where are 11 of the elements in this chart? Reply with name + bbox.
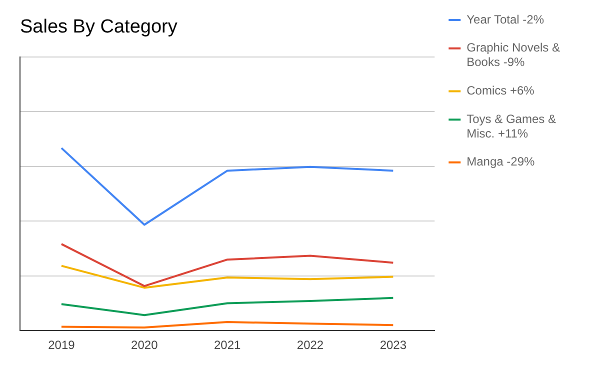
legend-label: Comics +6%: [466, 84, 535, 98]
x-tick-label: 2019: [48, 338, 76, 352]
x-tick-label: 2020: [131, 338, 158, 352]
x-tick-label: 2023: [380, 338, 407, 352]
legend-label: Toys & Games & Misc. +11%: [466, 112, 556, 140]
legend-label: Manga -29%: [466, 154, 535, 169]
legend-label: Year Total -2%: [466, 12, 544, 26]
x-tick-label: 2022: [296, 338, 324, 352]
chart-title: Sales By Category: [20, 16, 178, 38]
x-tick-label: 2021: [214, 338, 241, 352]
legend-label: Graphic Novels & Books -9%: [466, 40, 560, 70]
